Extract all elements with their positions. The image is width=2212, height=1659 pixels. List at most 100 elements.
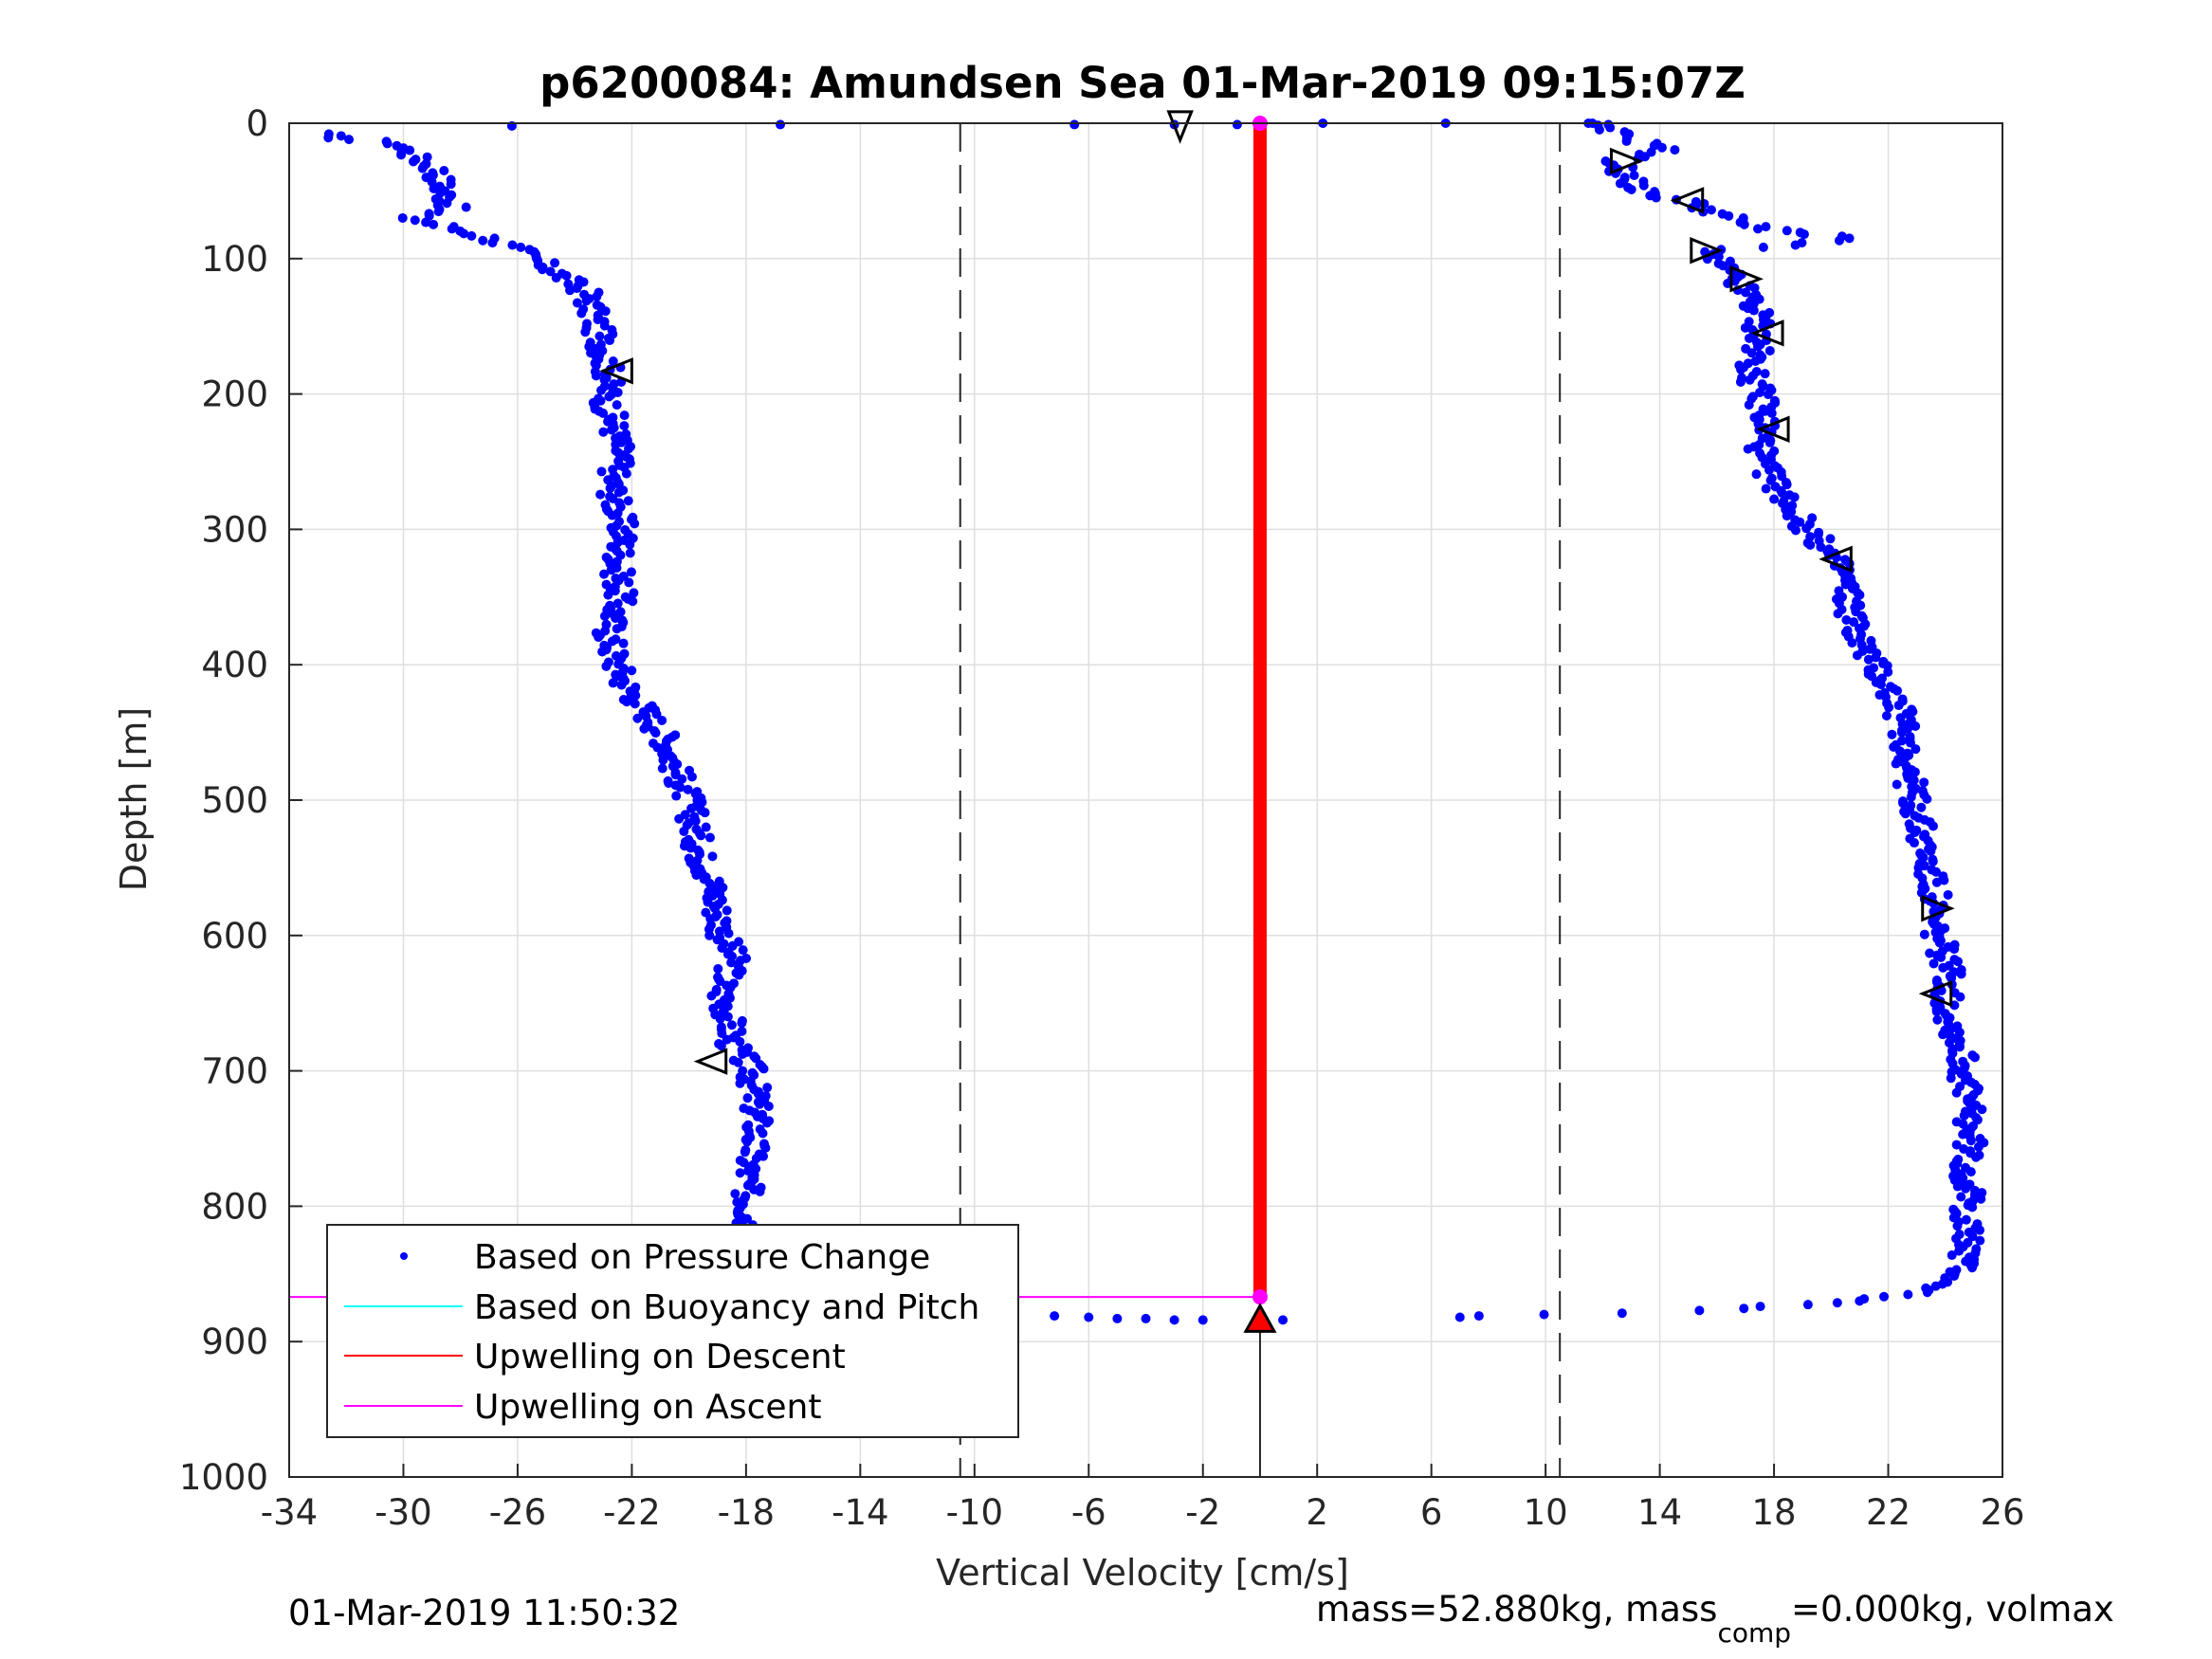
pressure-change-point [686,772,697,782]
x-tick-label: 10 [1524,1492,1568,1533]
pressure-change-point [1763,390,1773,400]
pressure-change-point [1969,1052,1980,1063]
pressure-change-point [1454,1312,1465,1322]
pressure-change-point [1932,1014,1943,1025]
pressure-change-point [1761,483,1771,494]
pressure-change-point [1764,346,1775,356]
pressure-change-point [1739,219,1749,229]
pressure-change-point [624,577,634,588]
pressure-change-point [735,1036,745,1047]
pressure-change-point [1755,1302,1765,1312]
y-tick-label: 700 [201,1051,268,1092]
pressure-change-point [604,392,614,402]
pressure-change-point [1953,957,1964,967]
left-triangle-marker [1918,979,1953,1008]
pressure-change-point [657,715,667,725]
pressure-change-point [776,119,786,130]
pressure-change-point [1875,680,1886,690]
pressure-change-point [323,133,334,143]
pressure-change-point [622,697,632,707]
pressure-change-point [1943,889,1953,900]
pressure-change-point [1789,492,1800,502]
pressure-change-point [580,327,591,337]
pressure-change-point [657,763,667,774]
grid-layer [288,122,2003,1478]
pressure-change-point [550,258,560,268]
pressure-change-point [581,296,592,306]
pressure-change-point [753,1088,763,1099]
pressure-change-point [461,202,471,212]
pressure-change-point [1906,792,1916,802]
pressure-change-point [1892,779,1902,790]
pressure-change-point [1891,758,1901,769]
x-tick-label: -2 [1185,1492,1220,1533]
pressure-change-point [1615,178,1625,189]
pressure-change-point [1706,205,1716,215]
left-triangle-marker [1750,319,1784,347]
pressure-change-point [1919,929,1929,939]
pressure-change-point [507,240,518,250]
pressure-change-point [1750,356,1761,366]
pressure-change-point [1833,609,1843,619]
pressure-change-point [1832,1298,1842,1308]
pressure-change-point [1197,1315,1208,1325]
pressure-change-point [730,1189,740,1199]
pressure-change-point [405,145,415,155]
pressure-change-point [1939,875,1949,885]
pressure-change-point [742,1093,753,1103]
pressure-change-point [707,851,718,862]
y-tick-label: 500 [201,780,268,821]
pressure-change-point [1916,802,1927,812]
pressure-change-point [603,590,613,600]
pressure-change-point [1799,229,1809,240]
pressure-change-point [1898,798,1909,809]
right-triangle-marker [1690,237,1724,264]
pressure-change-point [1928,856,1938,866]
pressure-change-point [344,135,355,145]
pressure-change-point [1936,952,1947,962]
pressure-change-point [572,298,582,308]
pressure-change-point [595,395,606,406]
pressure-change-point [1743,444,1753,454]
pressure-change-point [1938,962,1948,973]
pressure-change-point [1930,1281,1941,1291]
pressure-change-point [651,709,662,720]
pressure-change-point [1764,465,1774,475]
pressure-change-point [596,385,607,395]
pressure-change-point [628,596,638,607]
pressure-change-point [1922,793,1932,804]
pressure-change-point [1741,287,1751,298]
pressure-change-point [1278,1315,1289,1325]
pressure-change-point [1865,644,1875,654]
pressure-change-point [627,665,637,676]
y-tick-label: 100 [201,239,268,280]
pressure-change-point [726,1020,737,1030]
pressure-change-point [717,1029,727,1039]
pressure-change-point [410,215,420,226]
pressure-change-point [1896,727,1907,738]
legend-label-upwelling-descent: Upwelling on Descent [474,1338,846,1376]
pressure-change-point [598,408,609,418]
pressure-change-point [561,270,572,281]
pressure-change-point [459,228,469,239]
pressure-change-point [1977,1104,1987,1115]
pressure-change-point [1694,1305,1705,1316]
pressure-change-point [1976,1194,1986,1204]
pressure-change-point [1879,1291,1890,1302]
x-tick-label: 6 [1420,1492,1443,1533]
pressure-change-point [1965,1167,1976,1177]
pressure-change-point [1753,224,1764,234]
pressure-change-point [1790,525,1801,536]
pressure-change-point [1801,523,1812,534]
pressure-change-point [626,567,636,577]
pressure-change-point [716,1041,726,1051]
pressure-change-point [576,308,587,319]
pressure-change-point [1751,469,1762,480]
pressure-change-point [1965,1136,1976,1146]
pressure-change-point [1746,348,1757,358]
pressure-change-point [618,638,629,648]
pressure-change-point [1745,374,1755,385]
pressure-change-point [1975,1235,1985,1246]
legend-label-upwelling-ascent: Upwelling on Ascent [474,1388,821,1427]
x-tick-label: 18 [1752,1492,1797,1533]
